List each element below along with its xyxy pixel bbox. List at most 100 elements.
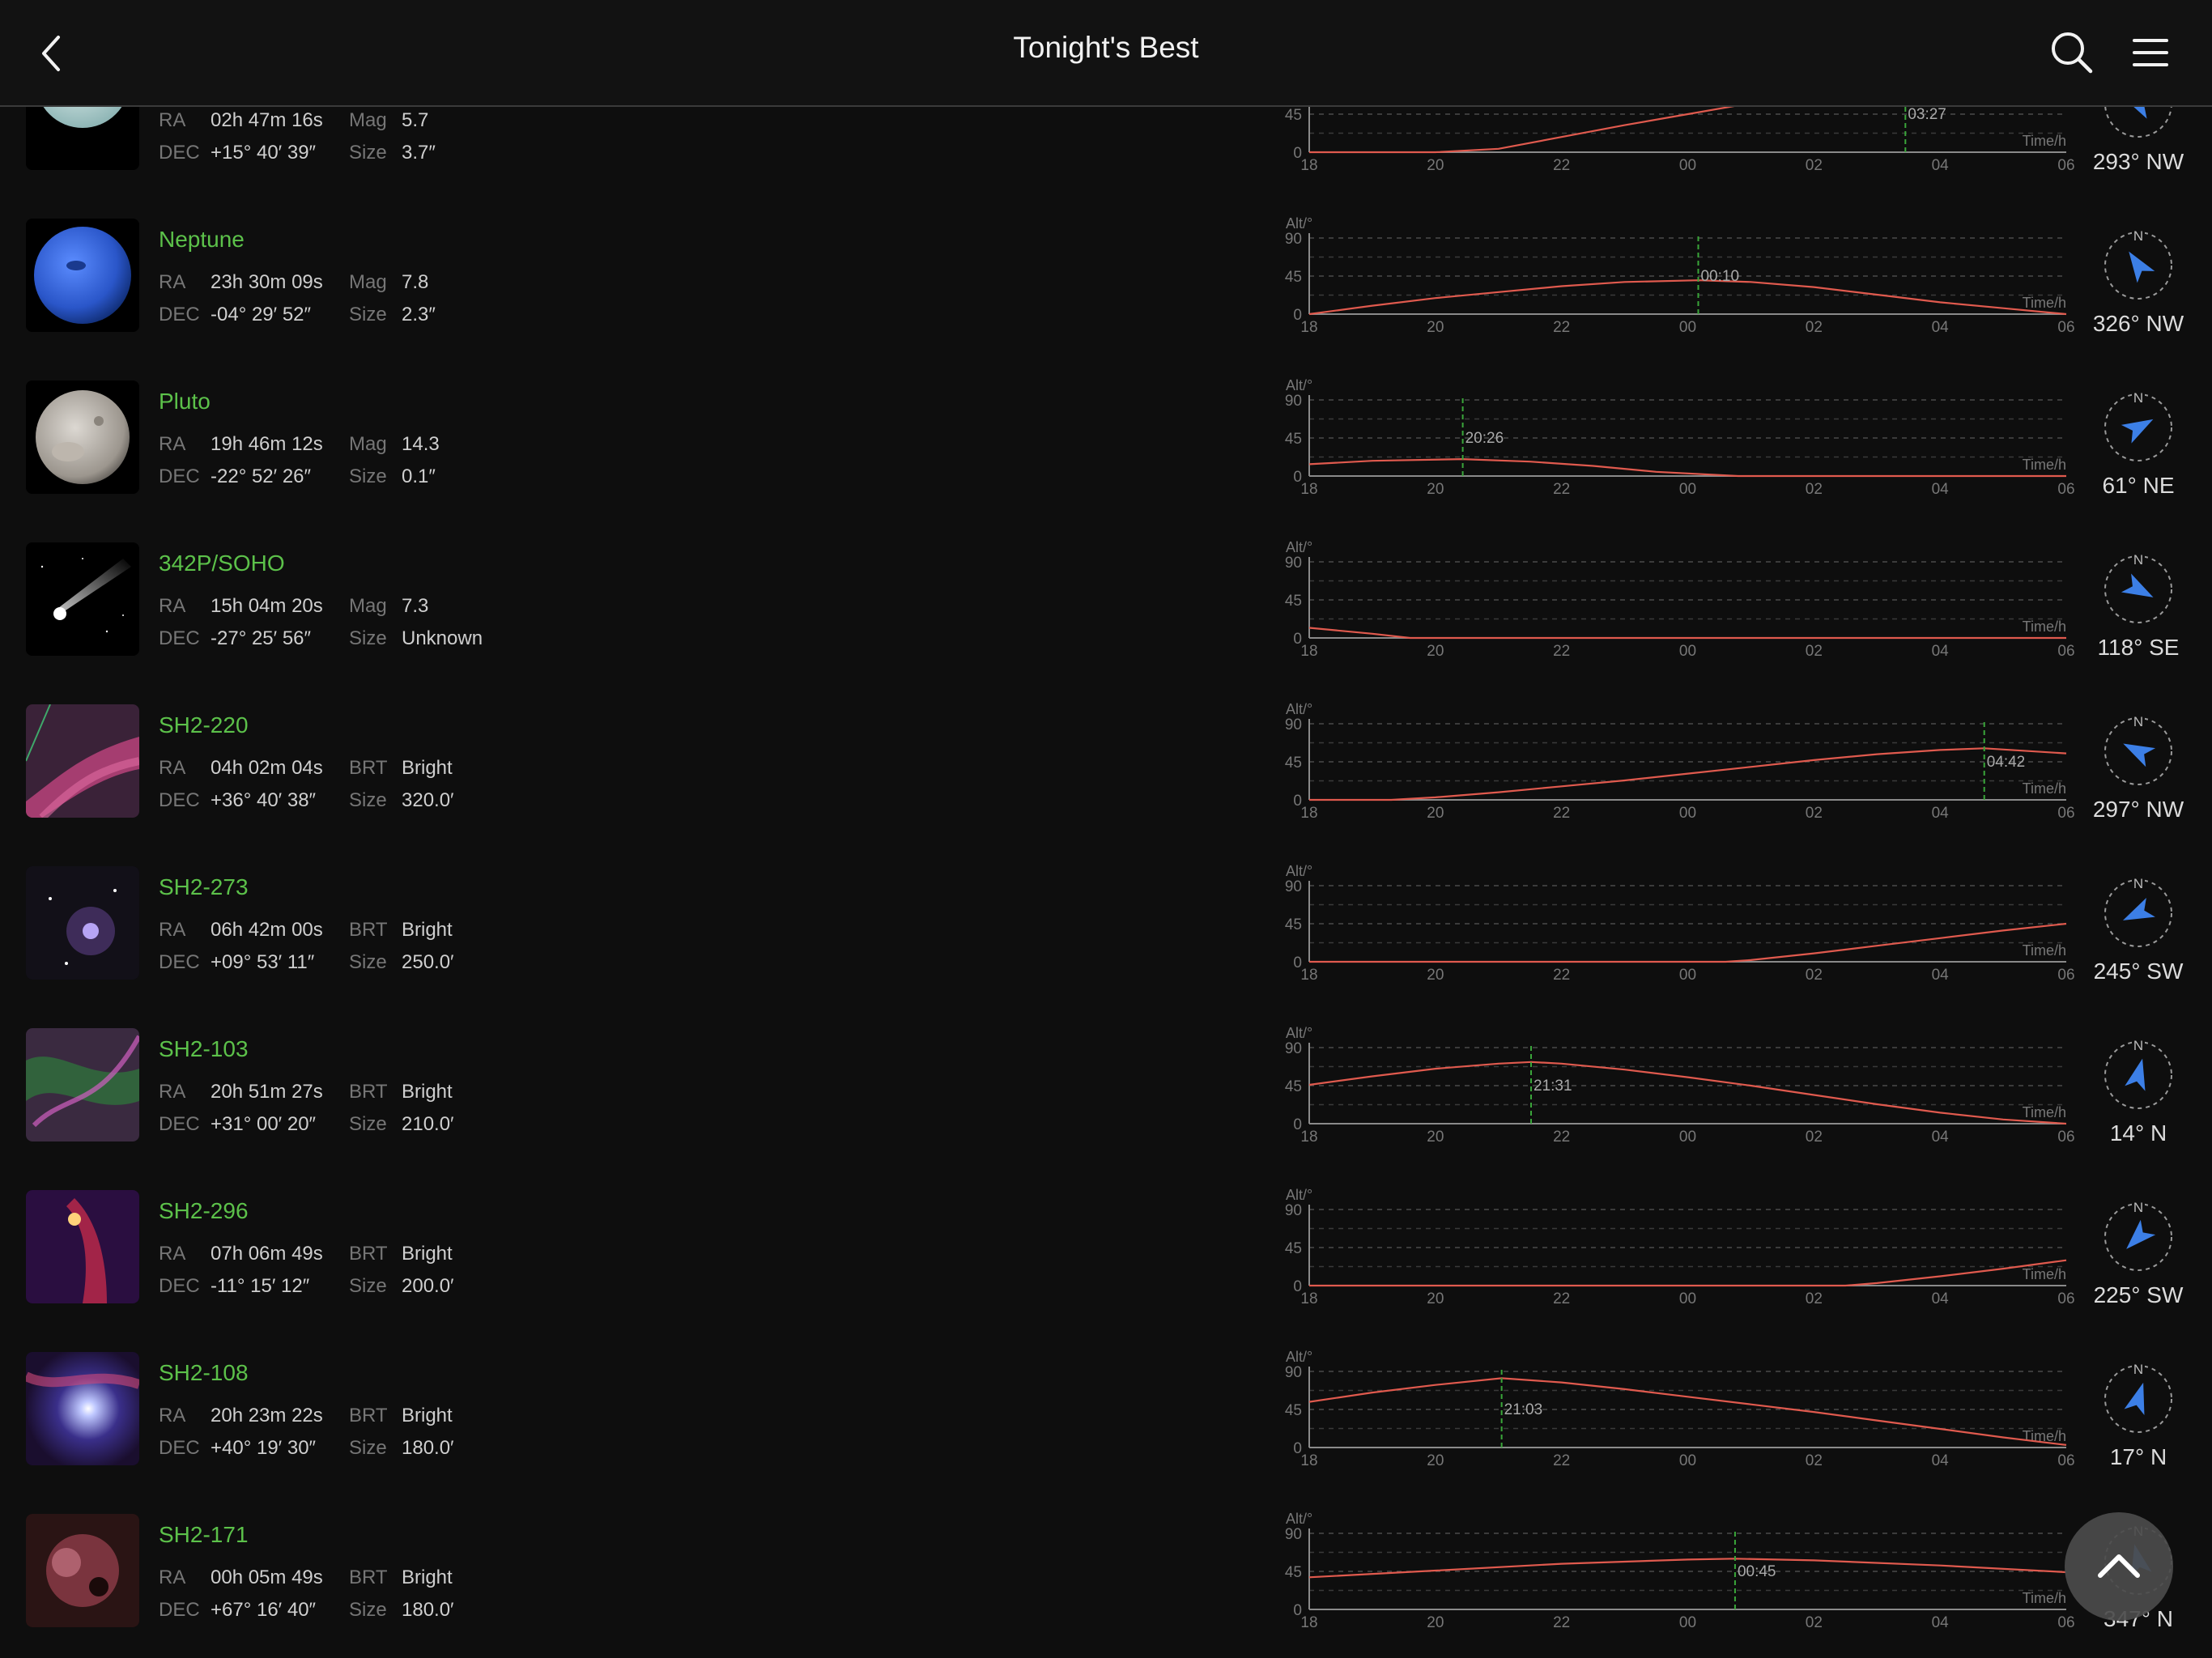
x-tick-label: 22 (1553, 157, 1570, 174)
attribute-value: Bright (402, 1567, 453, 1588)
x-tick-label: 22 (1553, 967, 1570, 984)
altitude-chart: Alt/°90 45 018 20 22 00 02 04 06 Time/h 21:31 (1285, 1025, 2075, 1146)
altitude-curve (1308, 1558, 2067, 1579)
sh2-103-thumbnail (26, 1028, 139, 1141)
size-label: Size (349, 951, 387, 973)
x-tick-label: 18 (1300, 805, 1317, 822)
svg-text:N: N (2133, 391, 2143, 406)
y-tick-label: 45 (1285, 755, 1302, 772)
dec-value: -27° 25′ 56″ (211, 627, 312, 649)
size-value: Unknown (402, 627, 483, 649)
size-value: 180.0′ (402, 1437, 454, 1459)
object-row[interactable]: SH2-103 RA 20h 51m 27s DEC +31° 00′ 20″ BRT Br… (0, 1025, 2212, 1190)
y-tick-label: 45 (1285, 1240, 1302, 1257)
altitude-chart: Alt/°90 45 018 20 22 00 02 04 06 Time/h 20:26 (1285, 377, 2075, 498)
dec-label: DEC (159, 1437, 200, 1459)
object-row[interactable]: SH2-296 RA 07h 06m 49s DEC -11° 15′ 12″ BRT Br… (0, 1187, 2212, 1352)
x-tick-label: 06 (2057, 805, 2074, 822)
x-tick-label: 02 (1806, 967, 1823, 984)
ra-value: 19h 46m 12s (211, 433, 323, 455)
dec-value: -04° 29′ 52″ (211, 304, 312, 325)
back-icon[interactable] (32, 31, 78, 76)
alt-axis-label: Alt/° (1286, 1511, 1312, 1527)
ra-value: 20h 51m 27s (211, 1081, 323, 1103)
x-tick-label: 04 (1932, 319, 1950, 336)
transit-time-label: 00:10 (1700, 268, 1739, 285)
scroll-to-top-button[interactable] (2065, 1512, 2173, 1621)
attribute-value: 14.3 (402, 433, 440, 455)
search-icon[interactable] (2048, 29, 2095, 76)
object-row[interactable]: RA 02h 47m 16s DEC +15° 40′ 39″ Mag 5.7 Size 3.… (0, 107, 2212, 219)
transit-time-label: 21:31 (1534, 1078, 1572, 1095)
x-tick-label: 00 (1679, 1129, 1696, 1146)
x-tick-label: 22 (1553, 1290, 1570, 1307)
top-bar: Tonight's Best (0, 0, 2212, 107)
attribute-label: Mag (349, 271, 387, 293)
object-name: SH2-171 (159, 1522, 249, 1547)
direction-label: 17° N (2109, 1444, 2167, 1469)
x-tick-label: 22 (1553, 1452, 1570, 1469)
x-tick-label: 04 (1932, 643, 1950, 660)
ra-label: RA (159, 919, 186, 941)
x-tick-label: 18 (1300, 157, 1317, 174)
ra-value: 04h 02m 04s (211, 757, 323, 779)
x-tick-label: 04 (1932, 1614, 1950, 1631)
x-tick-label: 22 (1553, 1614, 1570, 1631)
ra-value: 23h 30m 09s (211, 271, 323, 293)
svg-text:N: N (2133, 1039, 2143, 1053)
x-tick-label: 02 (1806, 1129, 1823, 1146)
object-row[interactable]: SH2-171 RA 00h 05m 49s DEC +67° 16′ 40″ BRT Br… (0, 1511, 2212, 1658)
x-tick-label: 06 (2057, 481, 2074, 498)
dec-value: +36° 40′ 38″ (211, 789, 317, 811)
y-tick-label: 0 (1293, 1278, 1302, 1295)
x-tick-label: 18 (1300, 1129, 1317, 1146)
svg-text:N: N (2133, 229, 2143, 244)
x-tick-label: 06 (2057, 643, 2074, 660)
alt-axis-label: Alt/° (1286, 539, 1312, 555)
y-tick-label: 0 (1293, 954, 1302, 971)
size-value: 320.0′ (402, 789, 454, 811)
object-row[interactable]: 342P/SOHO RA 15h 04m 20s DEC -27° 25′ 56″ Mag… (0, 539, 2212, 704)
dec-value: +15° 40′ 39″ (211, 142, 317, 164)
y-tick-label: 45 (1285, 1402, 1302, 1419)
ra-label: RA (159, 1243, 186, 1265)
size-label: Size (349, 304, 387, 325)
alt-axis-label: Alt/° (1286, 377, 1312, 393)
object-row[interactable]: SH2-220 RA 04h 02m 04s DEC +36° 40′ 38″ BRT Br… (0, 701, 2212, 866)
compass-icon: N (2102, 714, 2175, 788)
object-row[interactable]: Neptune RA 23h 30m 09s DEC -04° 29′ 52″ Mag 7.… (0, 215, 2212, 380)
x-tick-label: 02 (1806, 157, 1823, 174)
object-list[interactable]: RA 02h 47m 16s DEC +15° 40′ 39″ Mag 5.7 Size 3.… (0, 107, 2212, 1658)
x-tick-label: 06 (2057, 1452, 2074, 1469)
object-row[interactable]: SH2-108 RA 20h 23m 22s DEC +40° 19′ 30″ BRT Br… (0, 1349, 2212, 1514)
altitude-chart: Alt/°90 45 018 20 22 00 02 04 06 Time/h (1285, 863, 2075, 984)
compass-icon: N (2102, 107, 2175, 140)
y-tick-label: 0 (1293, 631, 1302, 648)
object-name: SH2-273 (159, 874, 249, 899)
dec-value: +31° 00′ 20″ (211, 1113, 317, 1135)
object-row[interactable]: Pluto RA 19h 46m 12s DEC -22° 52′ 26″ Mag 14.3… (0, 377, 2212, 542)
ra-label: RA (159, 109, 186, 131)
transit-time-label: 21:03 (1504, 1401, 1543, 1418)
y-tick-label: 45 (1285, 916, 1302, 933)
object-row[interactable]: SH2-273 RA 06h 42m 00s DEC +09° 53′ 11″ BRT Br… (0, 863, 2212, 1028)
menu-icon[interactable] (2129, 32, 2172, 73)
altitude-curve (1309, 1259, 2067, 1287)
y-tick-label: 90 (1285, 1202, 1302, 1219)
direction-label: 14° N (2109, 1120, 2167, 1146)
page-title: Tonight's Best (1013, 31, 1199, 64)
time-axis-label: Time/h (2023, 942, 2066, 959)
direction-label: 225° SW (2093, 1282, 2184, 1307)
y-tick-label: 0 (1293, 793, 1302, 810)
x-tick-label: 02 (1806, 319, 1823, 336)
object-name: Pluto (159, 389, 211, 414)
x-tick-label: 02 (1806, 481, 1823, 498)
x-tick-label: 02 (1806, 1290, 1823, 1307)
dec-label: DEC (159, 789, 200, 811)
x-tick-label: 02 (1806, 805, 1823, 822)
y-tick-label: 90 (1285, 1364, 1302, 1381)
attribute-label: BRT (349, 919, 388, 941)
x-tick-label: 20 (1427, 967, 1444, 984)
altitude-curve (1308, 1377, 2067, 1446)
